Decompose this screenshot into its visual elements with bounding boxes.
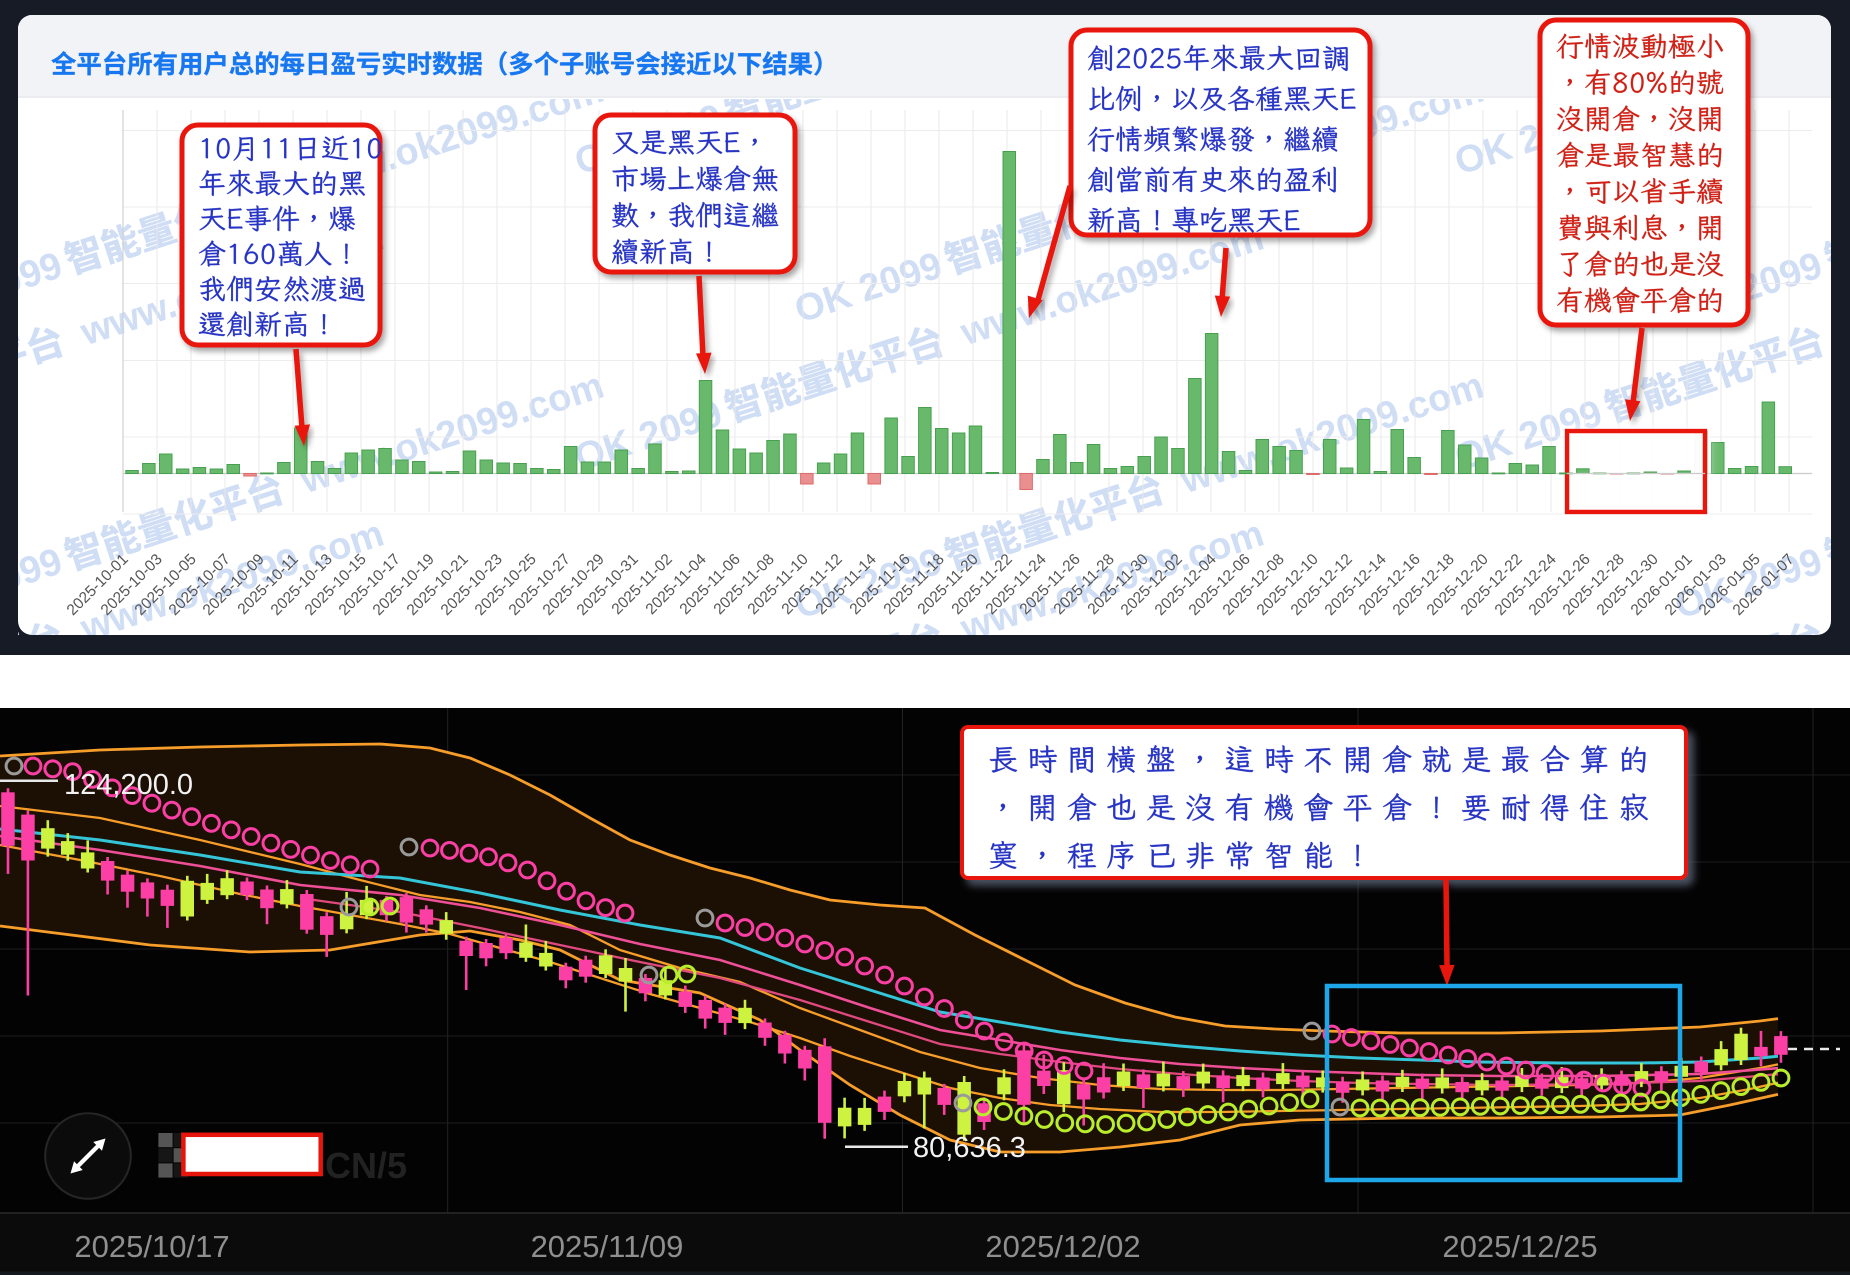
svg-text:CN/5: CN/5 (325, 1145, 407, 1186)
svg-text:2025/10/17: 2025/10/17 (74, 1229, 229, 1264)
svg-text:2025/12/25: 2025/12/25 (1442, 1229, 1597, 1264)
svg-text:2025/11/09: 2025/11/09 (531, 1229, 684, 1264)
svg-text:80,636.3: 80,636.3 (913, 1132, 1026, 1164)
svg-text:124,200.0: 124,200.0 (64, 769, 193, 801)
svg-text:2025/12/02: 2025/12/02 (985, 1229, 1140, 1264)
